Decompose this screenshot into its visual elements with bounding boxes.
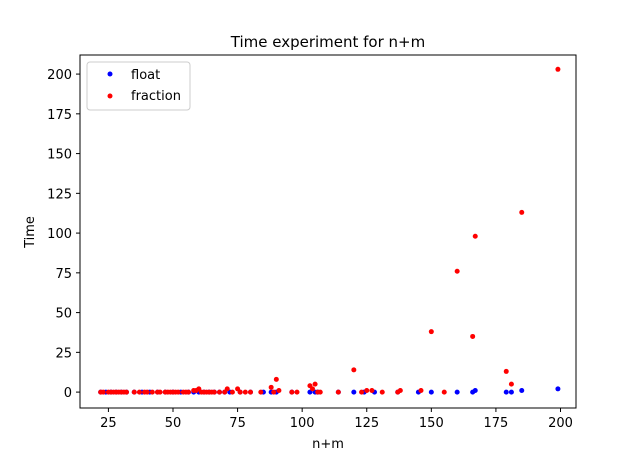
x-axis: 25 50 75 100 125 150 175 200 (100, 408, 573, 431)
fraction-point (369, 388, 375, 394)
fraction-point (472, 233, 478, 239)
series-fraction (98, 66, 561, 395)
fraction-point (175, 389, 181, 395)
x-tick-label: 25 (100, 416, 117, 431)
fraction-point (186, 389, 191, 395)
fraction-point (100, 389, 106, 395)
fraction-point (519, 209, 525, 215)
fraction-point (310, 386, 315, 392)
fraction-point (335, 389, 341, 395)
fraction-point (211, 389, 217, 395)
fraction-point (224, 386, 230, 392)
x-axis-label: n+m (312, 437, 344, 452)
fraction-point (271, 389, 277, 395)
x-tick-label: 200 (548, 416, 573, 431)
float-point (428, 389, 434, 395)
fraction-point (454, 268, 460, 274)
x-tick-label: 175 (484, 416, 509, 431)
fraction-point (555, 66, 561, 72)
y-tick-label: 125 (47, 187, 72, 202)
fraction-point (144, 389, 150, 395)
legend-box (86, 61, 191, 111)
y-axis-label: Time (23, 216, 38, 249)
fraction-point (428, 329, 434, 335)
fraction-point (149, 389, 155, 395)
plot-area (79, 54, 577, 409)
y-tick-label: 75 (55, 267, 72, 282)
fraction-point (217, 389, 222, 395)
fraction-point (503, 368, 509, 374)
x-tick-label: 100 (290, 416, 315, 431)
legend-marker-float (107, 71, 113, 77)
fraction-point (364, 388, 370, 394)
float-point (508, 389, 514, 395)
fraction-point (248, 389, 253, 395)
y-tick-label: 175 (47, 108, 72, 123)
fraction-point (136, 389, 142, 395)
y-tick-label: 150 (47, 148, 72, 163)
float-point (454, 389, 460, 395)
legend-label-float: float (131, 68, 160, 83)
x-tick-label: 125 (354, 416, 379, 431)
legend-label-fraction: fraction (131, 89, 181, 104)
y-axis: 0 25 50 75 100 125 150 175 200 (47, 68, 80, 401)
fraction-point (157, 389, 163, 395)
fraction-point (237, 389, 243, 395)
y-tick-label: 0 (64, 386, 72, 401)
fraction-point (312, 381, 318, 387)
fraction-point (289, 389, 295, 395)
fraction-point (242, 389, 248, 395)
chart-title: Time experiment for n+m (230, 33, 425, 51)
fraction-point (359, 389, 365, 395)
y-tick-label: 25 (55, 346, 72, 361)
fraction-point (317, 389, 323, 395)
float-point (555, 386, 561, 392)
y-tick-label: 200 (47, 68, 72, 83)
legend-marker-fraction (107, 93, 113, 99)
fraction-point (294, 389, 300, 395)
fraction-point (441, 389, 447, 395)
data-points (98, 66, 561, 395)
float-point (351, 389, 357, 395)
float-point (519, 388, 525, 394)
fraction-point (379, 389, 385, 395)
fraction-point (229, 389, 235, 395)
fraction-point (273, 376, 279, 382)
y-tick-label: 100 (47, 227, 72, 242)
legend: float fraction (86, 61, 191, 111)
float-point (503, 389, 509, 395)
float-point (472, 388, 478, 394)
fraction-point (397, 388, 403, 394)
fraction-point (470, 333, 476, 339)
x-tick-label: 75 (229, 416, 246, 431)
fraction-point (124, 389, 129, 395)
fraction-point (258, 389, 264, 395)
x-tick-label: 150 (419, 416, 444, 431)
fraction-point (268, 384, 274, 390)
fraction-point (276, 388, 282, 394)
y-tick-label: 50 (55, 307, 72, 322)
x-tick-label: 50 (165, 416, 182, 431)
fraction-point (351, 367, 357, 373)
fraction-point (418, 388, 424, 394)
fraction-point (508, 381, 514, 387)
fraction-point (131, 389, 137, 395)
